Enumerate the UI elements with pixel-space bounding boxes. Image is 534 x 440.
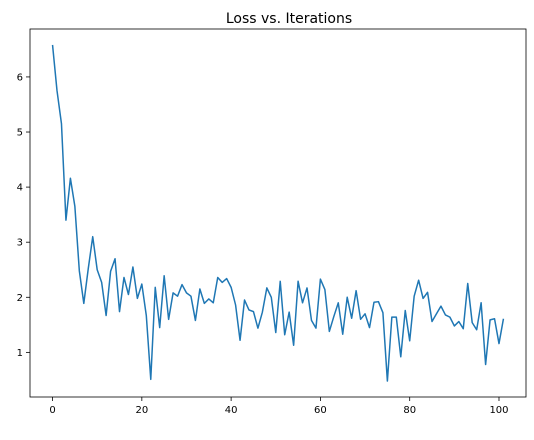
x-axis: 0 20 40 60 80 100 [49, 397, 509, 416]
series-layer [51, 44, 505, 382]
plot-frame [29, 28, 527, 398]
y-axis: 1 2 3 4 5 6 [17, 72, 30, 359]
x-tick-label: 100 [489, 405, 508, 416]
y-tick-label: 2 [17, 293, 23, 304]
y-tick-label: 3 [17, 238, 23, 249]
y-tick-label: 6 [17, 72, 23, 83]
y-tick-label: 1 [17, 348, 23, 359]
y-tick-label: 4 [17, 183, 23, 194]
x-tick-label: 0 [49, 405, 55, 416]
x-tick-label: 60 [314, 405, 327, 416]
x-tick-label: 80 [403, 405, 416, 416]
y-tick-label: 5 [17, 128, 23, 139]
chart-title: Loss vs. Iterations [226, 11, 352, 27]
x-tick-label: 40 [225, 405, 238, 416]
x-tick-label: 20 [135, 405, 148, 416]
loss-series-line [51, 44, 505, 382]
